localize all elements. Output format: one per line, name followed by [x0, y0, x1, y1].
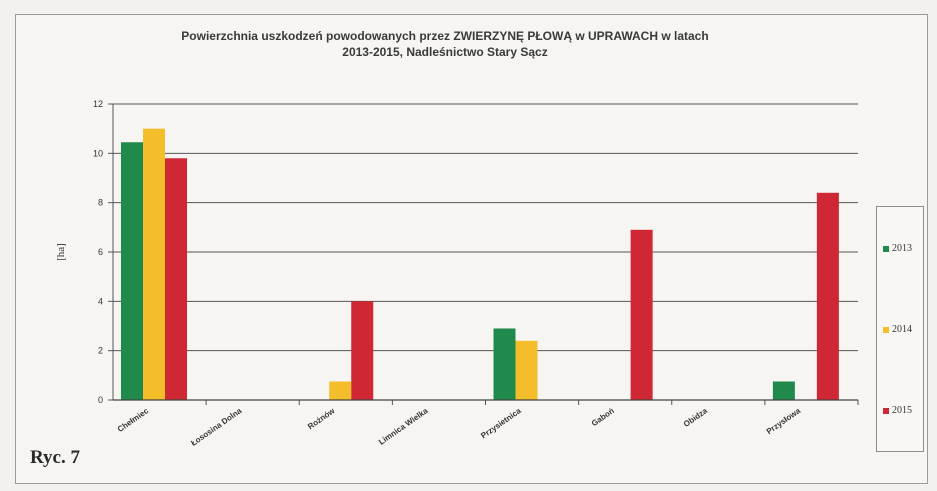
chart-title-line-1: Powierzchnia uszkodzeń powodowanych prze… — [181, 29, 709, 43]
bar-2014-2 — [329, 381, 352, 400]
legend-item-2014: 2014 — [883, 324, 912, 335]
x-tick-label: Limnica Wielka — [377, 406, 430, 447]
bar-2015-7 — [816, 192, 839, 400]
bar-2015-2 — [351, 301, 374, 400]
chart-title-line-2: 2013-2015, Nadleśnictwo Stary Sącz — [342, 45, 548, 59]
bar-2015-5 — [630, 229, 653, 400]
legend-item-2015: 2015 — [883, 405, 912, 416]
y-tick-label: 8 — [98, 198, 103, 208]
y-tick-label: 6 — [98, 247, 103, 257]
y-tick-label: 10 — [93, 148, 103, 158]
x-tick-label: Chełmiec — [116, 406, 151, 434]
x-tick-label: Przysłowa — [765, 406, 803, 436]
legend: 2013 2014 2015 — [876, 206, 924, 452]
chart-title: Powierzchnia uszkodzeń powodowanych prze… — [100, 28, 790, 60]
legend-label-2013: 2013 — [892, 243, 912, 254]
x-tick-label: Gaboń — [590, 406, 616, 428]
y-tick-label: 12 — [93, 99, 103, 109]
x-tick-label: Łososina Dolna — [189, 406, 243, 448]
bar-2013-7 — [772, 381, 795, 400]
x-tick-label: Rożnów — [306, 406, 337, 431]
legend-label-2015: 2015 — [892, 405, 912, 416]
bar-2014-4 — [515, 340, 538, 400]
x-tick-label: Przysietnica — [479, 406, 523, 440]
y-tick-label: 2 — [98, 346, 103, 356]
legend-item-2013: 2013 — [883, 243, 912, 254]
legend-swatch-2013 — [883, 245, 889, 252]
legend-swatch-2015 — [883, 407, 889, 414]
bar-2014-0 — [143, 128, 165, 400]
legend-label-2014: 2014 — [892, 324, 912, 335]
y-tick-label: 0 — [98, 395, 103, 405]
bar-2015-0 — [165, 158, 187, 400]
bar-2013-4 — [493, 328, 516, 400]
bar-2013-0 — [121, 142, 143, 400]
y-axis-label: [ha] — [55, 243, 67, 261]
figure-caption: Ryc. 7 — [30, 447, 80, 468]
legend-swatch-2014 — [883, 326, 889, 333]
y-tick-label: 4 — [98, 296, 103, 306]
x-tick-label: Obidza — [682, 406, 709, 429]
